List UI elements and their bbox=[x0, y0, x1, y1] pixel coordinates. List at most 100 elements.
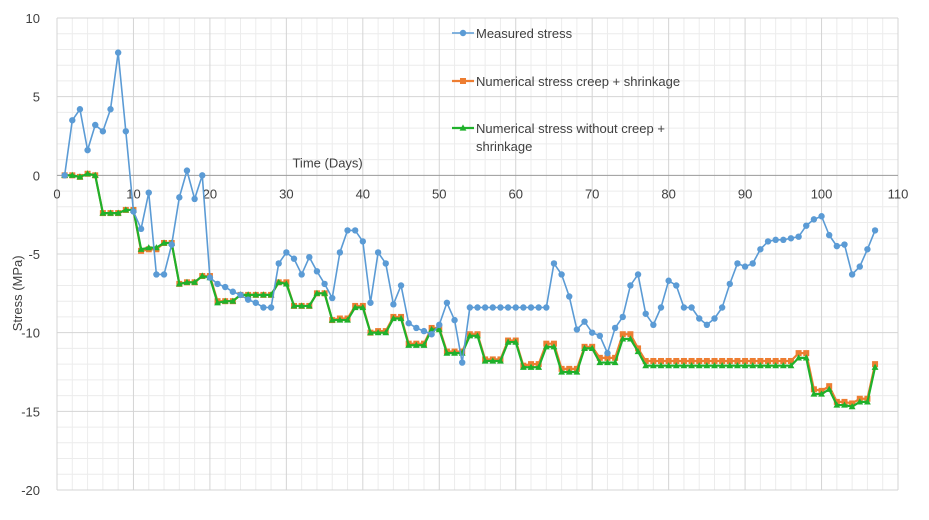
data-point-marker bbox=[290, 255, 298, 262]
data-point-marker bbox=[420, 341, 428, 348]
data-point-marker bbox=[382, 260, 389, 267]
data-point-marker bbox=[183, 167, 191, 174]
legend-item: Numerical stress creep + shrinkage bbox=[452, 74, 680, 89]
data-point-marker bbox=[680, 304, 688, 311]
data-point-marker bbox=[374, 329, 382, 336]
x-tick-label: 100 bbox=[811, 186, 833, 201]
data-point-marker bbox=[848, 271, 856, 278]
data-point-marker bbox=[61, 172, 68, 179]
data-point-marker bbox=[137, 225, 145, 233]
data-point-marker bbox=[153, 271, 160, 278]
data-point-marker bbox=[305, 302, 313, 309]
data-point-marker bbox=[328, 316, 336, 323]
legend-label: shrinkage bbox=[476, 139, 532, 154]
legend-label: Measured stress bbox=[476, 26, 573, 41]
data-point-marker bbox=[114, 209, 122, 216]
data-point-marker bbox=[810, 390, 818, 397]
data-point-marker bbox=[459, 359, 466, 366]
data-point-marker bbox=[741, 263, 749, 270]
data-point-marker bbox=[405, 341, 413, 348]
data-point-marker bbox=[542, 343, 550, 350]
data-point-marker bbox=[145, 244, 153, 251]
data-point-marker bbox=[696, 315, 703, 322]
data-point-marker bbox=[581, 318, 588, 325]
data-point-marker bbox=[283, 249, 290, 256]
data-point-marker bbox=[680, 362, 688, 369]
data-point-marker bbox=[474, 332, 481, 339]
data-point-marker bbox=[382, 329, 390, 336]
data-point-marker bbox=[703, 321, 711, 328]
data-point-marker bbox=[833, 242, 841, 250]
series-measured-stress bbox=[61, 49, 879, 366]
y-tick-label: -15 bbox=[21, 404, 40, 419]
data-point-marker bbox=[481, 357, 489, 364]
data-point-marker bbox=[818, 390, 825, 397]
legend-swatch-marker bbox=[459, 29, 467, 37]
data-point-marker bbox=[130, 208, 137, 215]
data-point-marker bbox=[711, 357, 718, 364]
axes: 0 10 20 30 40 50 60 70 80 90 100 110 -20 -15 -10 -5 0 5 10… bbox=[10, 11, 908, 498]
data-point-marker bbox=[244, 296, 252, 303]
data-point-marker bbox=[91, 171, 99, 178]
legend-label: Numerical stress creep + shrinkage bbox=[476, 74, 680, 89]
data-point-marker bbox=[627, 331, 634, 338]
data-point-marker bbox=[512, 338, 520, 345]
data-point-marker bbox=[780, 236, 787, 244]
data-point-marker bbox=[512, 304, 519, 311]
data-point-marker bbox=[489, 357, 497, 364]
x-tick-label: 20 bbox=[203, 186, 217, 201]
data-point-marker bbox=[734, 362, 741, 369]
data-point-marker bbox=[734, 260, 741, 267]
data-point-marker bbox=[772, 357, 779, 364]
data-point-marker bbox=[741, 362, 749, 369]
data-point-marker bbox=[435, 325, 443, 333]
data-point-marker bbox=[688, 304, 695, 311]
data-point-marker bbox=[665, 362, 673, 369]
y-tick-label: 0 bbox=[33, 168, 40, 183]
data-point-marker bbox=[504, 338, 512, 345]
data-point-marker bbox=[764, 362, 772, 369]
data-point-marker bbox=[795, 350, 802, 357]
data-point-marker bbox=[573, 368, 581, 375]
data-point-marker bbox=[390, 301, 397, 308]
data-point-marker bbox=[558, 368, 565, 375]
data-point-marker bbox=[298, 302, 306, 309]
data-point-marker bbox=[810, 216, 818, 223]
data-point-marker bbox=[802, 354, 810, 361]
data-point-marker bbox=[657, 357, 664, 364]
data-point-marker bbox=[367, 299, 374, 306]
data-point-marker bbox=[69, 117, 76, 124]
data-point-marker bbox=[160, 271, 168, 278]
y-tick-label: -20 bbox=[21, 483, 40, 498]
data-point-marker bbox=[451, 349, 458, 356]
data-point-marker bbox=[825, 385, 833, 392]
data-point-marker bbox=[672, 362, 680, 369]
data-point-marker bbox=[825, 231, 833, 239]
data-point-marker bbox=[206, 274, 214, 281]
data-point-marker bbox=[474, 304, 481, 311]
data-point-marker bbox=[321, 280, 328, 288]
data-point-marker bbox=[374, 249, 382, 256]
data-point-marker bbox=[428, 325, 436, 333]
data-point-marker bbox=[306, 253, 313, 261]
data-point-marker bbox=[397, 314, 405, 322]
data-point-marker bbox=[313, 289, 321, 296]
data-point-marker bbox=[718, 304, 726, 311]
data-point-marker bbox=[191, 278, 199, 285]
x-tick-label: 10 bbox=[126, 186, 140, 201]
data-point-marker bbox=[581, 344, 588, 351]
data-point-marker bbox=[84, 146, 91, 154]
data-point-marker bbox=[351, 303, 359, 311]
data-point-marker bbox=[359, 303, 367, 311]
data-point-marker bbox=[260, 291, 267, 298]
x-tick-label: 90 bbox=[738, 186, 752, 201]
data-point-marker bbox=[787, 357, 794, 364]
data-point-marker bbox=[183, 278, 191, 285]
data-point-marker bbox=[252, 291, 260, 298]
x-tick-label: 80 bbox=[661, 186, 675, 201]
data-point-marker bbox=[604, 354, 611, 361]
legend-item: Numerical stress without creep + shrinkag… bbox=[452, 121, 665, 154]
data-point-marker bbox=[642, 362, 650, 369]
data-point-marker bbox=[489, 304, 496, 311]
data-point-marker bbox=[856, 398, 864, 405]
